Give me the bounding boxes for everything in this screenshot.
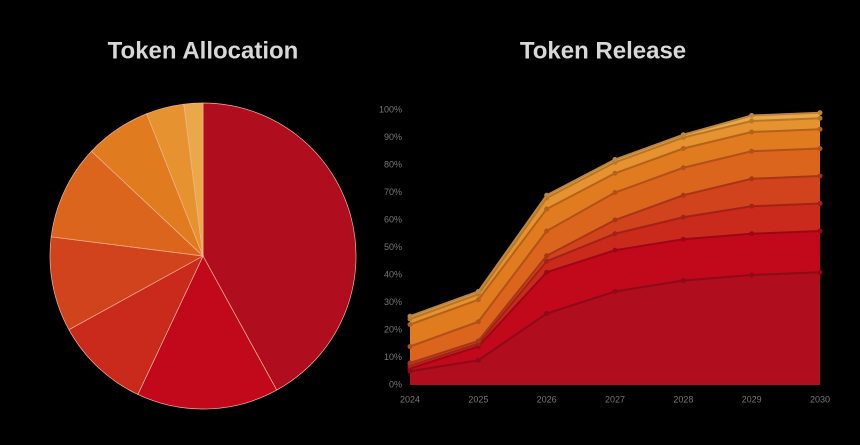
area-point <box>817 110 823 116</box>
y-tick-label: 20% <box>384 324 402 334</box>
y-tick-label: 100% <box>379 104 402 114</box>
area-point <box>680 165 686 171</box>
area-point <box>407 313 413 319</box>
area-point <box>817 126 823 132</box>
area-point <box>612 170 618 176</box>
area-point <box>749 231 755 237</box>
area-point <box>680 236 686 242</box>
y-tick-label: 10% <box>384 352 402 362</box>
area-point <box>475 338 481 344</box>
area-point <box>475 357 481 363</box>
y-tick-label: 40% <box>384 269 402 279</box>
area-point <box>817 146 823 151</box>
area-layer <box>410 203 820 369</box>
area-point <box>612 247 618 253</box>
y-tick-label: 60% <box>384 214 402 224</box>
area-point <box>544 253 550 259</box>
area-point <box>749 118 755 124</box>
area-point <box>817 269 823 275</box>
area-point <box>544 269 550 275</box>
area-layer <box>410 176 820 366</box>
area-point <box>680 146 686 151</box>
area-point <box>817 228 823 234</box>
area-point <box>680 278 686 283</box>
area-point <box>612 157 618 162</box>
area-layer <box>410 272 820 385</box>
area-point <box>407 360 413 366</box>
area-title: Token Release <box>520 37 686 64</box>
area-point <box>612 231 618 237</box>
y-tick-label: 80% <box>384 159 402 169</box>
pie-slice <box>50 150 205 257</box>
area-layer <box>410 129 820 347</box>
area-point <box>749 203 755 209</box>
pie-title: Token Allocation <box>108 37 299 64</box>
pie-slice <box>49 236 205 331</box>
area-point <box>749 113 755 118</box>
area-point <box>749 148 755 154</box>
x-tick-label: 2024 <box>400 394 420 404</box>
area-point <box>680 192 686 198</box>
pie-slice <box>183 102 204 257</box>
x-tick-label: 2029 <box>742 394 762 404</box>
x-tick-label: 2027 <box>605 394 625 404</box>
x-tick-label: 2025 <box>468 394 488 404</box>
area-point <box>544 206 550 212</box>
y-tick-label: 70% <box>384 187 402 197</box>
pie-slice <box>137 255 278 410</box>
area-point <box>749 129 755 135</box>
area-point <box>680 132 686 138</box>
x-tick-label: 2028 <box>673 394 693 404</box>
area-point <box>407 322 413 327</box>
y-tick-label: 50% <box>384 242 402 252</box>
area-point <box>475 289 481 294</box>
area-point <box>612 190 618 195</box>
x-tick-label: 2030 <box>810 394 830 404</box>
area-point <box>817 115 823 121</box>
area-point <box>544 192 550 198</box>
area-point <box>407 344 413 349</box>
area-point <box>475 297 481 303</box>
area-point <box>475 319 481 325</box>
pie-slice <box>68 255 204 395</box>
area-layer <box>410 148 820 363</box>
y-tick-label: 0% <box>389 379 402 389</box>
area-point <box>749 176 755 182</box>
y-tick-label: 90% <box>384 132 402 142</box>
area-point <box>817 201 823 206</box>
area-point <box>544 228 550 234</box>
area-point <box>544 258 550 264</box>
pie-slice <box>202 102 357 391</box>
x-tick-label: 2026 <box>537 394 557 404</box>
area-point <box>817 173 823 179</box>
area-point <box>612 289 618 294</box>
y-tick-label: 30% <box>384 297 402 307</box>
area-point <box>612 217 618 223</box>
area-point <box>749 272 755 278</box>
area-point <box>680 214 686 220</box>
area-point <box>544 311 550 316</box>
